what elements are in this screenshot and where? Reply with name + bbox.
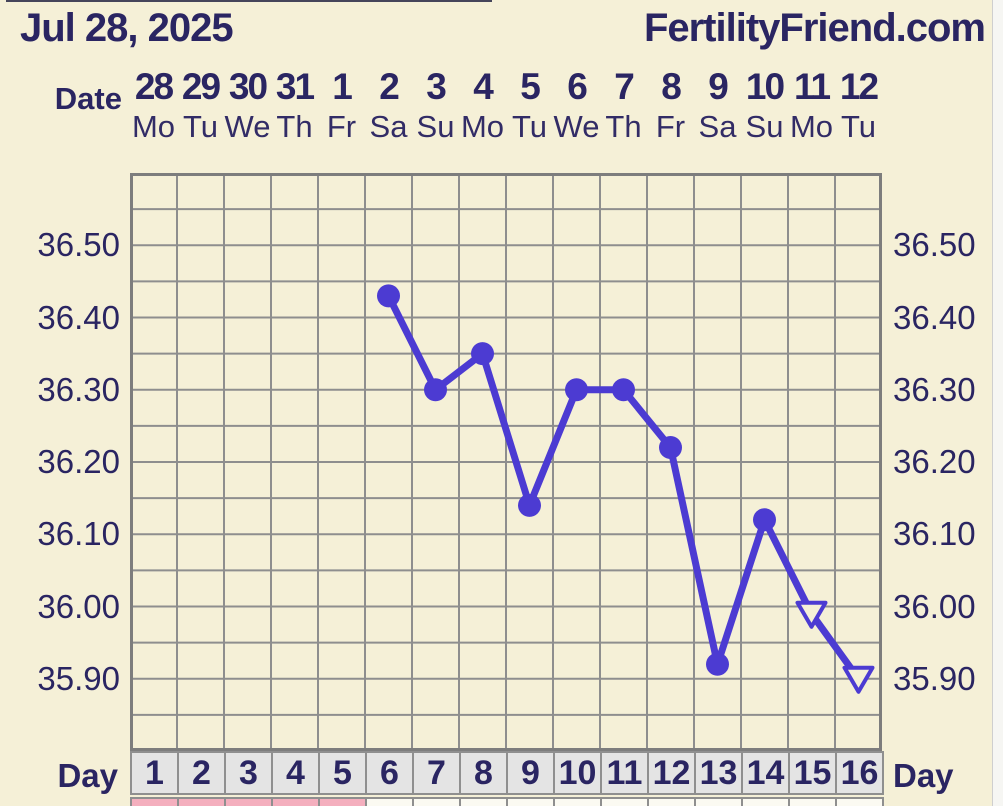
temperature-point-circle[interactable] xyxy=(706,652,729,676)
menses-cell[interactable] xyxy=(130,797,179,806)
date-number: 10 xyxy=(745,66,785,107)
menses-cell[interactable] xyxy=(224,797,273,806)
cycle-phase-cell[interactable] xyxy=(600,797,649,806)
date-number: 4 xyxy=(473,66,494,107)
date-number: 2 xyxy=(379,66,400,107)
date-number: 7 xyxy=(614,66,635,107)
y-axis-label-left: 36.40 xyxy=(37,298,120,336)
temperature-point-circle[interactable] xyxy=(612,378,635,402)
cycle-phase-cell[interactable] xyxy=(553,797,602,806)
day-cell[interactable]: 2 xyxy=(177,751,226,795)
date-weekday: We xyxy=(224,109,271,144)
date-number: 12 xyxy=(839,66,879,107)
cycle-phase-cell[interactable] xyxy=(694,797,743,806)
y-axis-label-right: 36.30 xyxy=(893,370,976,408)
cycle-phase-cell[interactable] xyxy=(412,797,461,806)
date-number: 5 xyxy=(520,66,541,107)
day-cell[interactable]: 10 xyxy=(553,751,602,795)
bbt-chart-plot xyxy=(130,173,882,751)
date-number: 11 xyxy=(793,66,831,107)
day-cell[interactable]: 14 xyxy=(741,751,790,795)
date-weekday: Fr xyxy=(655,109,686,144)
y-axis-label-right: 36.20 xyxy=(893,443,976,480)
date-number: 30 xyxy=(228,66,268,107)
day-cell[interactable]: 5 xyxy=(318,751,367,795)
day-cell[interactable]: 7 xyxy=(412,751,461,795)
temperature-point-circle[interactable] xyxy=(565,378,588,402)
cycle-phase-cell[interactable] xyxy=(365,797,414,806)
temperature-point-circle[interactable] xyxy=(753,508,776,532)
day-cell[interactable]: 15 xyxy=(788,751,837,795)
y-axis-label-right: 36.50 xyxy=(893,226,976,264)
right-page-margin xyxy=(992,0,1003,806)
date-number: 9 xyxy=(708,66,729,107)
y-axis-label-right: 35.90 xyxy=(893,659,976,697)
cycle-phase-cell[interactable] xyxy=(788,797,837,806)
cycle-phase-cell[interactable] xyxy=(506,797,555,806)
y-axis-label-left: 36.00 xyxy=(37,587,120,625)
y-axis-label-left: 36.50 xyxy=(37,226,120,264)
date-number: 8 xyxy=(661,66,682,107)
cycle-phase-cell[interactable] xyxy=(459,797,508,806)
date-number: 6 xyxy=(567,66,588,107)
chart-date-title: Jul 28, 2025 xyxy=(20,6,234,50)
cycle-phase-cell[interactable] xyxy=(835,797,884,806)
y-axis-label-right: 36.00 xyxy=(893,587,976,625)
date-weekday: Su xyxy=(745,109,784,144)
temperature-point-triangle[interactable] xyxy=(842,665,875,694)
day-cell[interactable]: 6 xyxy=(365,751,414,795)
top-edge-artifact xyxy=(6,0,492,2)
y-axis-label-left: 36.10 xyxy=(37,515,120,553)
date-weekday: Sa xyxy=(369,109,408,144)
day-cell[interactable]: 12 xyxy=(647,751,696,795)
date-weekday: Th xyxy=(605,109,642,144)
day-cell[interactable]: 16 xyxy=(835,751,884,795)
date-number: 29 xyxy=(181,66,221,107)
day-cell[interactable]: 8 xyxy=(459,751,508,795)
day-cell[interactable]: 3 xyxy=(224,751,273,795)
date-weekday: We xyxy=(553,109,600,144)
cycle-phase-cell[interactable] xyxy=(741,797,790,806)
cycle-phase-cell[interactable] xyxy=(647,797,696,806)
date-weekday: Su xyxy=(416,109,455,144)
temperature-point-circle[interactable] xyxy=(424,378,447,402)
date-number: 3 xyxy=(426,66,447,107)
brand-title: FertilityFriend.com xyxy=(643,6,986,50)
day-cell[interactable]: 13 xyxy=(694,751,743,795)
day-cell[interactable]: 11 xyxy=(600,751,649,795)
menses-cell[interactable] xyxy=(318,797,367,806)
date-weekday: Tu xyxy=(182,109,219,144)
temperature-point-circle[interactable] xyxy=(518,493,541,517)
date-number: 28 xyxy=(134,66,174,107)
date-weekday: Tu xyxy=(511,109,548,144)
date-weekday: Mo xyxy=(789,109,834,144)
date-number: 1 xyxy=(332,66,353,107)
y-axis-label-left: 36.30 xyxy=(37,370,120,408)
date-weekday: Mo xyxy=(460,109,505,144)
date-weekday: Mo xyxy=(131,109,176,144)
y-axis-label-right: 36.10 xyxy=(893,515,976,553)
y-axis-label-left: 35.90 xyxy=(37,659,120,697)
day-row-label-right: Day xyxy=(893,757,954,794)
day-row-label-left: Day xyxy=(57,757,118,794)
y-axis-label-left: 36.20 xyxy=(37,443,120,480)
temperature-point-circle[interactable] xyxy=(377,284,400,308)
date-weekday: Sa xyxy=(698,109,737,144)
day-cell[interactable]: 4 xyxy=(271,751,320,795)
date-weekday: Tu xyxy=(840,109,877,144)
menses-cell[interactable] xyxy=(271,797,320,806)
date-weekday: Th xyxy=(276,109,313,144)
y-axis-label-right: 36.40 xyxy=(893,298,976,336)
day-cell[interactable]: 1 xyxy=(130,751,179,795)
temperature-point-circle[interactable] xyxy=(471,342,494,366)
date-weekday: Fr xyxy=(326,109,357,144)
temperature-point-circle[interactable] xyxy=(659,436,682,460)
day-cell[interactable]: 9 xyxy=(506,751,555,795)
date-row-label: Date xyxy=(54,81,122,116)
date-number: 31 xyxy=(275,66,315,107)
plot-border xyxy=(130,173,882,751)
menses-cell[interactable] xyxy=(177,797,226,806)
temperature-point-triangle[interactable] xyxy=(795,600,828,629)
